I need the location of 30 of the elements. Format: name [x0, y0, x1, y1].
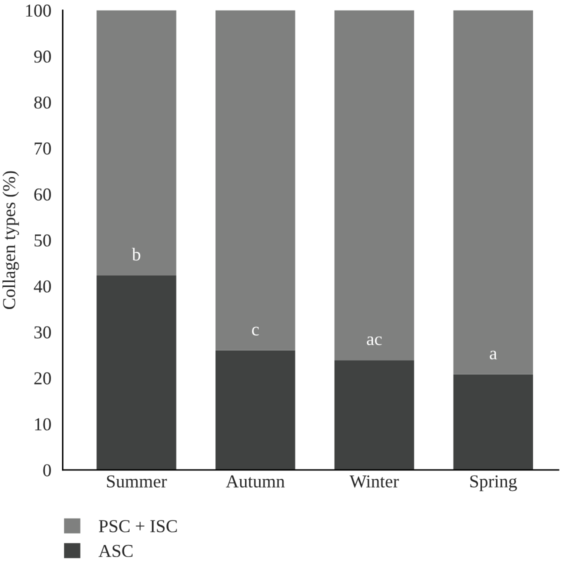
- legend-label: PSC + ISC: [98, 520, 177, 532]
- y-tick-label: 70: [34, 142, 51, 155]
- y-tick-label: 60: [34, 188, 51, 201]
- y-tick-label: 30: [34, 326, 51, 338]
- y-tick-label: 50: [34, 234, 51, 247]
- x-tick-label: Autumn: [226, 475, 285, 488]
- bar: [453, 374, 534, 470]
- bar: [334, 360, 414, 470]
- legend-label: ASC: [98, 544, 133, 558]
- bar: [453, 10, 534, 374]
- bar: [96, 276, 176, 470]
- y-tick-label: 20: [34, 372, 51, 384]
- annotation: b: [132, 248, 140, 261]
- y-tick-label: 100: [26, 4, 51, 17]
- x-tick-label: Winter: [350, 475, 399, 488]
- annotation: ac: [366, 336, 382, 346]
- y-axis-title: Collagen types (%): [2, 171, 19, 310]
- y-tick-label: 80: [34, 96, 51, 109]
- y-tick-label: 0: [43, 464, 51, 476]
- y-tick-label: 10: [35, 418, 51, 430]
- annotation: a: [490, 350, 497, 360]
- bar: [334, 10, 414, 360]
- y-tick-label: 90: [34, 50, 51, 63]
- bar: [216, 350, 296, 470]
- x-tick-label: Summer: [107, 475, 167, 488]
- bar: [216, 10, 296, 350]
- x-tick-label: Spring: [470, 475, 517, 492]
- y-tick-label: 40: [34, 280, 51, 293]
- bar: [96, 10, 176, 276]
- annotation: c: [252, 326, 259, 336]
